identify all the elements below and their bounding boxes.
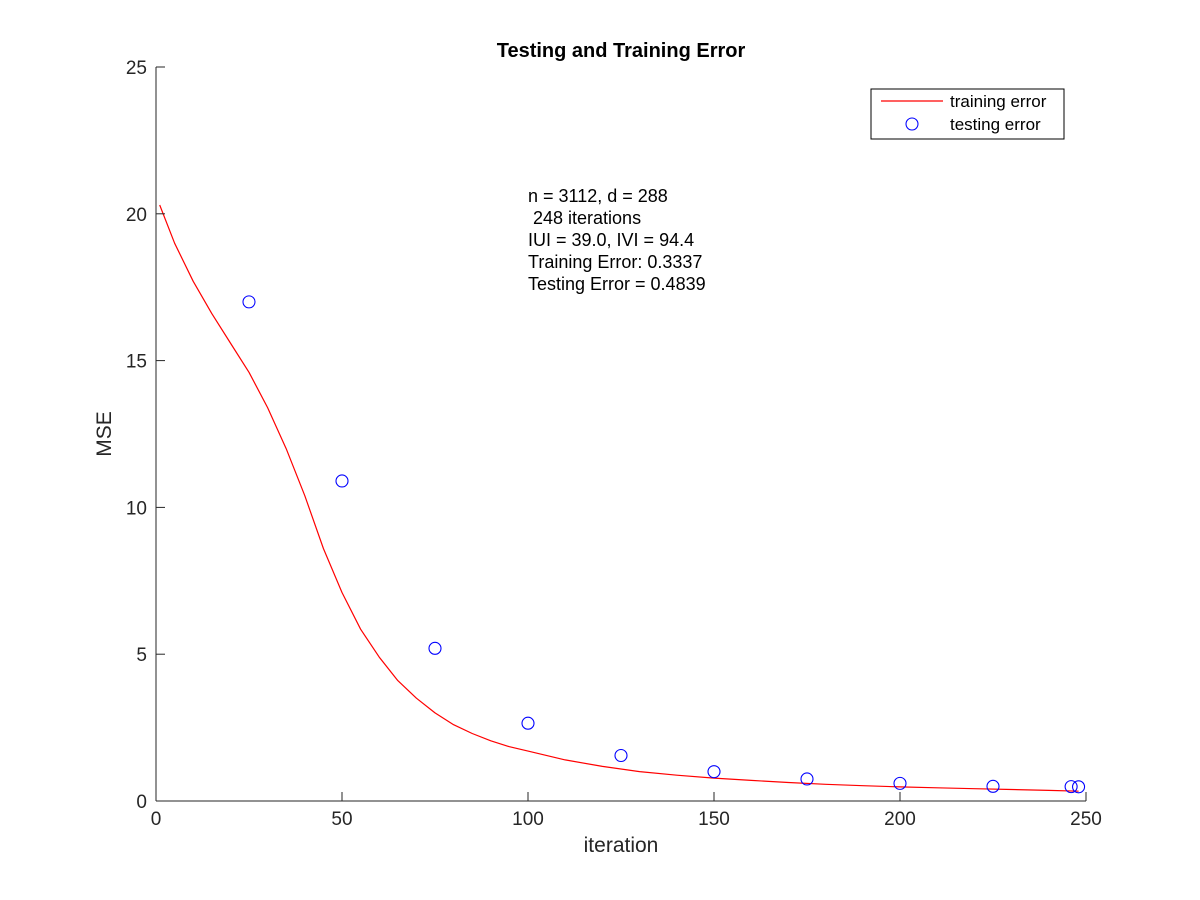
testing-error-point xyxy=(521,716,535,730)
annotation-line: n = 3112, d = 288 xyxy=(528,186,668,206)
x-tick-label: 200 xyxy=(884,809,916,830)
testing-error-point xyxy=(893,776,907,790)
plot-area xyxy=(156,67,1086,801)
x-tick-label: 100 xyxy=(512,809,544,830)
testing-error-point xyxy=(986,779,1000,793)
legend-label: training error xyxy=(950,92,1047,111)
annotation-line: IUI = 39.0, IVI = 94.4 xyxy=(528,230,694,250)
ticks: 0 50 100 150 200 250 0 5 10 15 20 25 xyxy=(126,58,1102,830)
y-tick-label: 15 xyxy=(126,352,147,373)
x-tick-label: 150 xyxy=(698,809,730,830)
y-axis-label: MSE xyxy=(93,411,116,457)
annotation-line: 248 iterations xyxy=(528,208,641,228)
chart-title: Testing and Training Error xyxy=(497,40,746,62)
testing-error-point xyxy=(1064,780,1078,794)
y-tick-label: 5 xyxy=(136,645,147,666)
testing-error-point xyxy=(428,641,442,655)
annotation-line: Testing Error = 0.4839 xyxy=(528,274,706,294)
y-tick-label: 0 xyxy=(136,792,147,813)
stats-annotation: n = 3112, d = 288 248 iterations IUI = 3… xyxy=(528,186,706,294)
annotation-line: Training Error: 0.3337 xyxy=(528,252,702,272)
legend-box xyxy=(870,88,1065,140)
series-layer xyxy=(159,204,1086,794)
legend: training error testing error xyxy=(870,88,1065,140)
axes xyxy=(155,67,1086,802)
testing-error-point xyxy=(707,765,721,779)
y-tick-label: 10 xyxy=(126,498,147,519)
x-tick-label: 50 xyxy=(331,809,352,830)
x-axis-label: iteration xyxy=(584,834,659,857)
testing-error-point xyxy=(614,748,628,763)
plot-background xyxy=(156,67,1086,801)
y-tick-label: 20 xyxy=(126,205,147,226)
legend-label: testing error xyxy=(950,115,1041,134)
testing-error-point xyxy=(1072,780,1086,794)
training-error-line xyxy=(159,204,1079,792)
x-tick-label: 250 xyxy=(1070,809,1102,830)
legend-marker-swatch xyxy=(905,117,919,131)
testing-error-point xyxy=(800,772,814,786)
testing-error-point xyxy=(242,295,256,309)
x-tick-label: 0 xyxy=(151,809,162,830)
testing-error-point xyxy=(335,474,349,488)
y-tick-label: 25 xyxy=(126,58,147,79)
